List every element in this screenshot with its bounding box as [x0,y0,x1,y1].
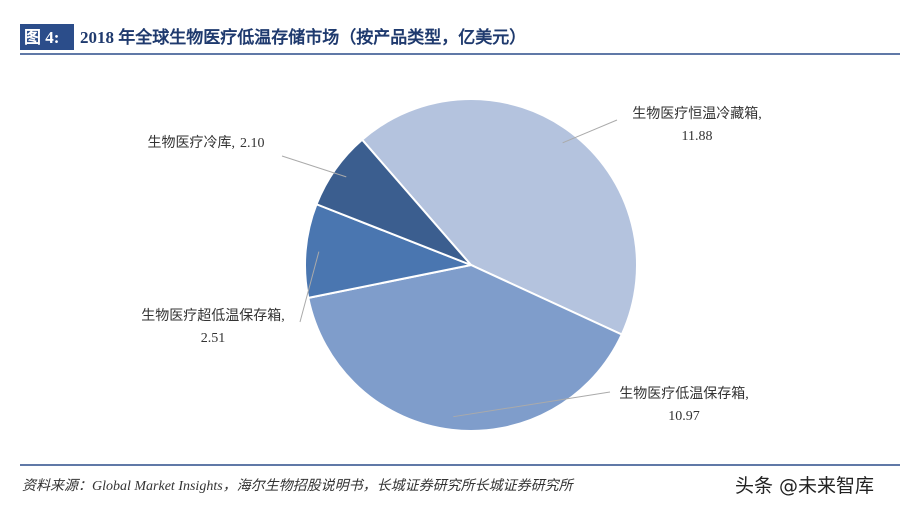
source: 资料来源：Global Market Insights，海尔生物招股说明书，长城… [22,478,575,494]
figure-label-box [20,24,74,50]
chart-title: 2018 年全球生物医疗低温存储市场（按产品类型，亿美元） [80,27,526,47]
slice-label: 生物医疗冷库, 2.10 [148,135,265,151]
leader-line [281,155,347,178]
watermark: 头条 @未来智库 [735,475,874,497]
leader-line [562,119,618,144]
value-label: 10.97 [668,409,700,424]
leader-line [299,251,320,323]
category-label: 生物医疗冷库, [148,135,236,151]
pie-slice [360,98,638,336]
figure-label: 图 4: [24,28,59,47]
leader-line [453,391,611,418]
pie-slice [304,202,475,300]
pie-slice [315,138,472,266]
slice-label: 生物医疗超低温保存箱, [141,308,285,324]
slice-label: 生物医疗恒温冷藏箱, [632,106,762,122]
value-label: 2.10 [240,136,265,151]
value-label: 11.88 [682,129,713,144]
value-label: 2.51 [201,331,226,346]
pie-slice [307,263,624,432]
slice-label: 生物医疗低温保存箱, [619,386,749,402]
